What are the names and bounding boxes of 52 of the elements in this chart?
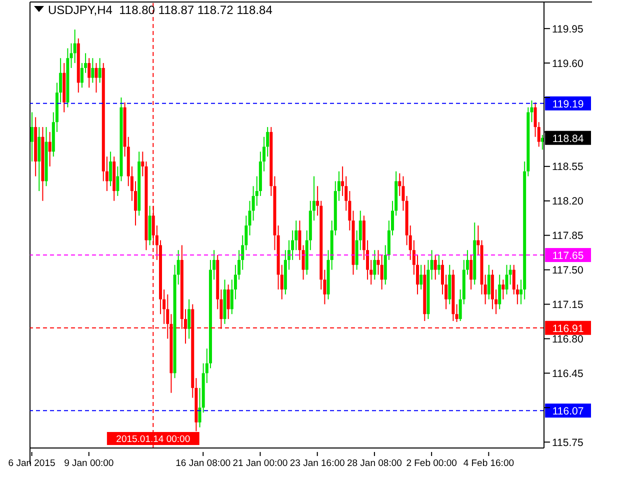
text: 118.84 [552,132,584,145]
candlestick [380,254,384,290]
y-tick-label: 119.60 [552,58,584,70]
candlestick [434,254,437,280]
candlestick [487,264,490,300]
x-tick-label: 2 Feb 00:00 [406,458,457,469]
candlestick [420,264,423,290]
candlestick [48,131,52,167]
y-tick-label: 116.80 [552,333,584,346]
ref-line-label: 119.19 [552,98,584,110]
candlestick [298,220,302,260]
y-tick-label: 119.95 [552,23,584,36]
y-tick-label: 118.20 [552,196,584,208]
candlestick [505,264,508,295]
candlestick [376,250,380,276]
x-tick-label: 28 Jan 08:00 [346,458,402,469]
x-tick-label: 2015.01.14 00:00 [116,434,190,445]
x-tick-label: 4 Feb 16:00 [463,458,514,469]
candlestick [430,250,434,280]
y-tick-label: 116.45 [552,368,584,380]
candlestick [88,58,91,88]
y-tick-label: 117.15 [552,298,584,311]
candlestick [508,264,512,286]
candlestick [98,58,102,84]
chart-title: USDJPY,H4 118.80 118.87 118.72 118.84 [48,3,272,17]
y-tick-label: 117.50 [552,264,584,277]
ref-line-label: 117.65 [552,250,584,262]
candlestick [498,274,502,310]
candlestick [109,151,112,187]
y-tick-label: 115.75 [552,436,584,449]
candlestick [73,29,76,64]
candlestick [502,279,505,300]
candlestick [30,112,34,162]
candlestick [455,304,458,322]
candlestick [402,176,405,212]
x-tick-label: 23 Jan 16:00 [290,458,345,469]
candlestick [437,254,440,276]
candlestick [188,298,191,340]
y-tick-label: 118.55 [552,161,584,174]
x-tick-label: 16 Jan 08:00 [176,458,231,469]
candlestick [226,284,230,320]
x-tick-label: 9 Jan 00:00 [64,458,114,469]
candlestick [470,254,473,290]
candlestick [91,58,94,84]
y-tick-label: 117.85 [552,230,584,242]
candlestick [476,224,480,256]
x-tick-label: 21 Jan 00:00 [232,458,288,469]
ref-line-label: 116.07 [552,406,584,418]
ref-line-label: 116.91 [552,322,584,335]
candlestick [302,244,305,280]
candlestick [373,250,376,280]
candlestick [94,62,98,94]
